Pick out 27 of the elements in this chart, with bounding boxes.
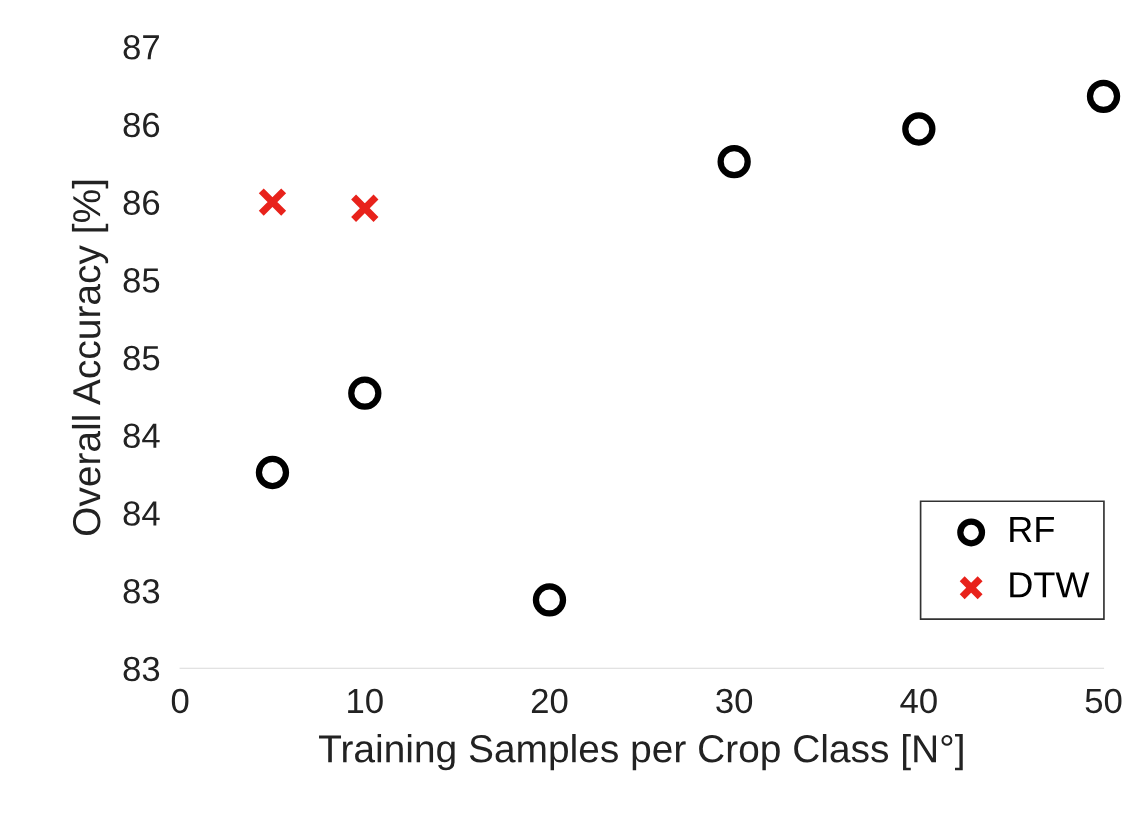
x-tick-label: 50 (1085, 688, 1122, 714)
y-tick-label: 84 (123, 501, 160, 526)
point (257, 187, 288, 217)
y-axis-title: Overall Accuracy [%] (71, 180, 109, 535)
legend-label: RF (1010, 517, 1054, 542)
y-tick-label: 84 (123, 423, 160, 449)
point (350, 193, 380, 223)
y-tick-label: 86 (123, 190, 160, 215)
y-tick-label: 86 (123, 112, 160, 138)
x-tick-label: 30 (716, 688, 753, 714)
y-tick-label: 83 (123, 656, 160, 682)
legend-label: DTW (1010, 572, 1090, 598)
x-tick-label: 10 (348, 688, 383, 714)
y-tick-label: 85 (123, 268, 160, 293)
point (717, 144, 751, 179)
point (255, 455, 290, 490)
point (902, 112, 936, 146)
y-tick-label: 87 (123, 34, 159, 60)
point (1086, 79, 1121, 114)
x-tick-label: 20 (531, 688, 568, 714)
y-tick-label: 83 (123, 578, 160, 604)
x-tick-label: 40 (900, 688, 937, 714)
point (532, 583, 567, 617)
y-tick-label: 85 (123, 345, 160, 371)
x-axis-title: Training Samples per Crop Class [N°] (319, 734, 963, 771)
x-tick-label: 0 (171, 688, 189, 714)
point (348, 376, 382, 410)
